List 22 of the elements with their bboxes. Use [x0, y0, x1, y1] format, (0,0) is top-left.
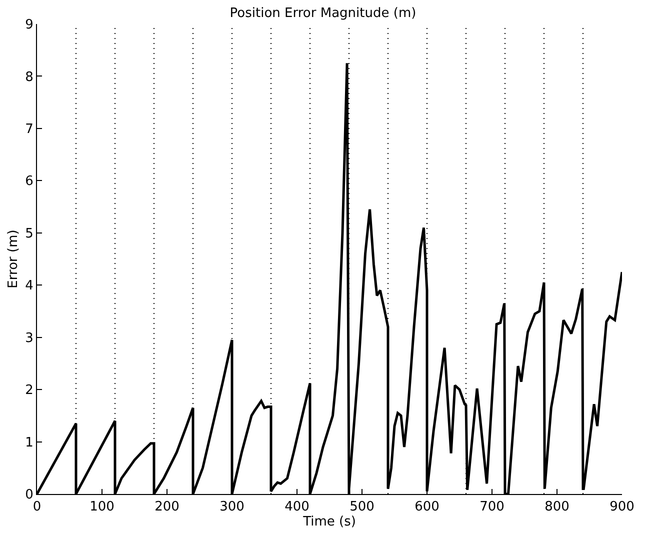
y-tick-label: 8	[25, 70, 34, 85]
x-tick-label: 500	[350, 500, 374, 515]
y-tick-label: 3	[25, 330, 34, 346]
y-tick-label: 1	[25, 435, 34, 450]
y-tick-label: 6	[25, 174, 34, 190]
y-tick-label: 9	[25, 18, 34, 33]
x-tick-label: 800	[544, 500, 570, 515]
y-tick-label: 0	[25, 488, 34, 503]
y-tick-label: 5	[25, 226, 34, 242]
x-tick-label: 300	[220, 500, 244, 515]
x-tick-label: 700	[480, 500, 504, 515]
y-tick-label: 4	[25, 278, 34, 294]
y-tick-label: 2	[25, 383, 34, 398]
x-axis-title: Time (s)	[302, 514, 356, 530]
x-tick-label: 100	[90, 500, 114, 515]
chart-title: Position Error Magnitude (m)	[230, 6, 416, 22]
x-tick-label: 200	[154, 500, 180, 515]
y-axis-title: Error (m)	[6, 230, 22, 288]
x-tick-label: 600	[414, 500, 440, 515]
y-tick-label: 7	[25, 122, 34, 137]
x-tick-label: 900	[610, 500, 634, 515]
x-tick-label: 400	[284, 500, 310, 515]
